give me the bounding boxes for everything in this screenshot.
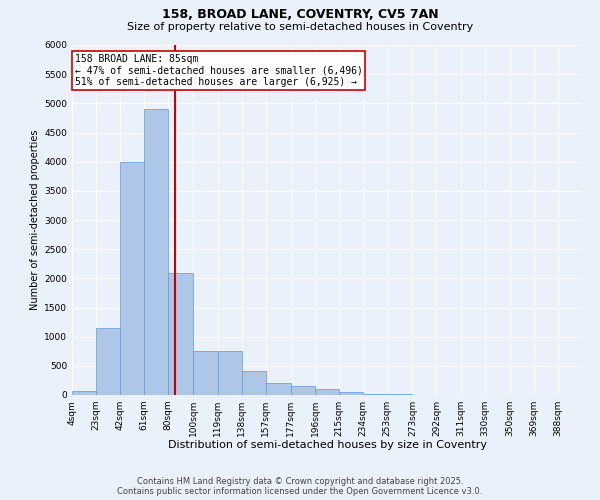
Bar [387, 394, 412, 395]
Bar [266, 383, 291, 395]
Bar [363, 394, 387, 395]
Bar [218, 351, 242, 395]
Bar [242, 371, 266, 395]
Text: 158 BROAD LANE: 85sqm
← 47% of semi-detached houses are smaller (6,496)
51% of s: 158 BROAD LANE: 85sqm ← 47% of semi-deta… [74, 54, 362, 87]
Bar [193, 351, 218, 395]
Text: Size of property relative to semi-detached houses in Coventry: Size of property relative to semi-detach… [127, 22, 473, 32]
Bar [144, 109, 168, 395]
Bar [291, 386, 315, 395]
Bar [339, 392, 363, 395]
Bar [96, 328, 120, 395]
Bar [168, 272, 193, 395]
Bar [120, 162, 144, 395]
X-axis label: Distribution of semi-detached houses by size in Coventry: Distribution of semi-detached houses by … [167, 440, 487, 450]
Bar [315, 389, 339, 395]
Y-axis label: Number of semi-detached properties: Number of semi-detached properties [30, 130, 40, 310]
Bar [72, 390, 96, 395]
Text: 158, BROAD LANE, COVENTRY, CV5 7AN: 158, BROAD LANE, COVENTRY, CV5 7AN [161, 8, 439, 20]
Text: Contains HM Land Registry data © Crown copyright and database right 2025.
Contai: Contains HM Land Registry data © Crown c… [118, 476, 482, 496]
